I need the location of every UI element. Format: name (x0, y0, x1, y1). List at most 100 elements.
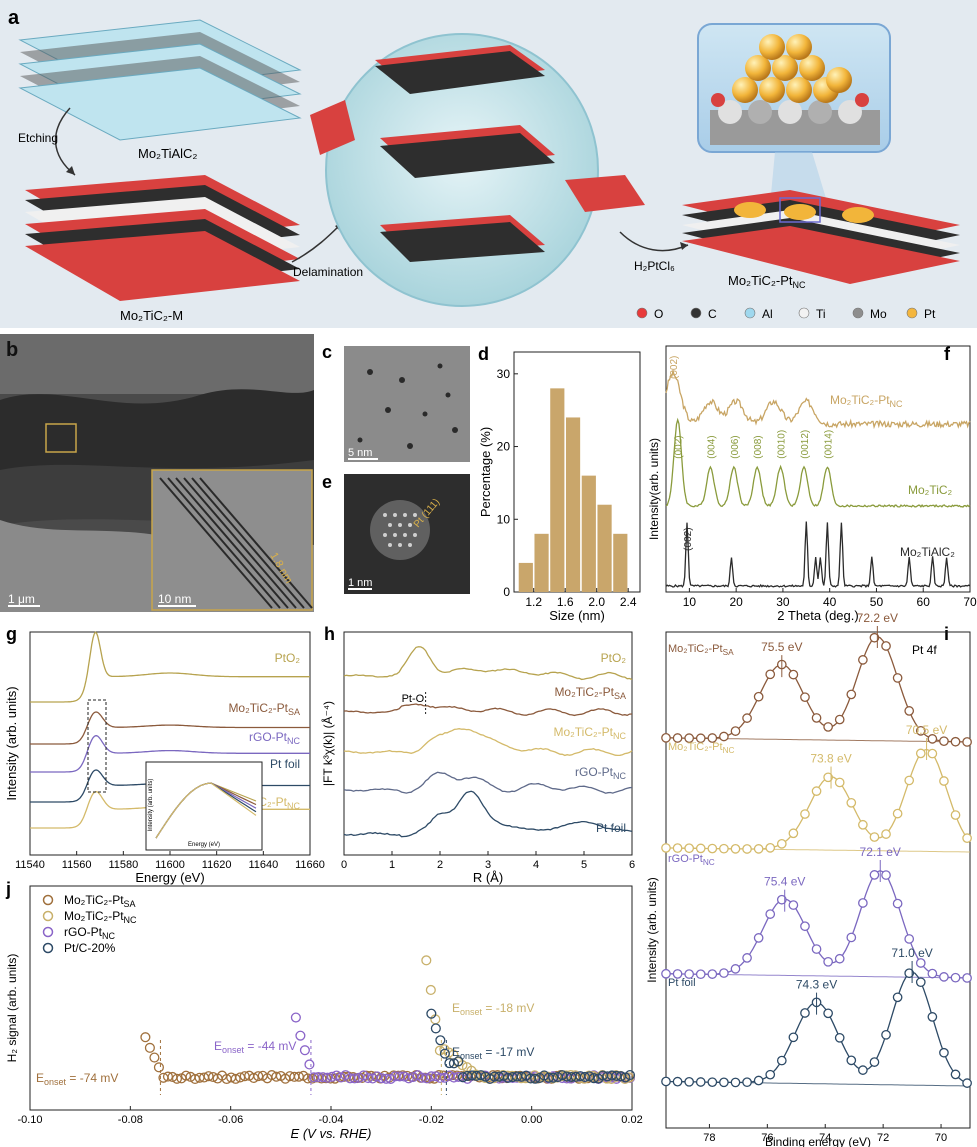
h2-signal-point (588, 1073, 599, 1084)
y-tick-label: 30 (497, 367, 511, 381)
xps-point (858, 898, 868, 908)
exafs-trace-1 (343, 703, 633, 717)
h2-signal-point (295, 1030, 306, 1041)
y-tick-label: 20 (497, 440, 511, 454)
histogram-bar (534, 533, 549, 592)
chart-j: Eonset = -74 mV Eonset = -18 mV Eonset = -… (5, 885, 643, 1141)
xps-point (661, 1076, 671, 1087)
chart-h-frame (343, 631, 633, 856)
xps-point (823, 772, 833, 783)
x-tick-label: 2.4 (620, 595, 637, 609)
xps-point (950, 810, 961, 820)
h2-signal-point (253, 1071, 264, 1082)
xps-point (927, 734, 938, 744)
xps-point (904, 706, 915, 716)
xps-point (661, 732, 671, 743)
xps-point (684, 843, 695, 854)
x-axis-label: Energy (eV) (135, 870, 204, 885)
hrtem-lattice-fringes (159, 477, 313, 609)
xrd-trace-1 (665, 417, 971, 508)
panel-g-label: g (6, 624, 17, 644)
xps-point (742, 953, 752, 963)
panel-f-label: f (944, 344, 951, 364)
h2-signal-point (381, 1073, 392, 1084)
xps-point (719, 968, 729, 978)
histogram-bar (613, 533, 628, 592)
h2-signal-point (180, 1070, 192, 1081)
xps-point (707, 733, 718, 743)
series-label: Pt foil (596, 821, 626, 835)
scale-10nm: 10 nm (158, 592, 191, 606)
series-label: Mo₂TiC₂-PtSA (228, 701, 300, 717)
x-tick-label: 70 (935, 1132, 947, 1144)
xps-point (834, 714, 845, 725)
xanes-trace-1 (30, 711, 310, 745)
series-label: Mo₂TiAlC₂ (900, 545, 955, 559)
x-tick-label: -0.04 (318, 1114, 343, 1126)
legend-label: Pt/C-20% (64, 941, 116, 955)
h2-signal-point (140, 1032, 151, 1043)
xps-point (776, 838, 787, 849)
panel-j-label: j (5, 879, 11, 899)
x-tick-label: 1.2 (525, 595, 542, 609)
x-tick-label: 5 (581, 859, 587, 871)
panel-a-label: a (8, 7, 20, 29)
xps-point (788, 828, 799, 839)
xps-point (915, 726, 926, 736)
xps-point (823, 956, 833, 967)
xps-point (915, 958, 926, 968)
h2-signal-point (453, 1056, 464, 1067)
xps-point (962, 973, 972, 983)
xps-point (881, 870, 891, 880)
h2-signal-point (624, 1070, 636, 1081)
h2-signal-point (144, 1042, 155, 1053)
series-label: Mo₂TiC₂-PtSA (668, 643, 734, 657)
x-tick-label: 0.00 (521, 1114, 542, 1126)
xps-point (962, 1078, 972, 1088)
panel-b: b 1 μm 10 nm 1.8 nm (0, 334, 314, 612)
xps-point (661, 968, 671, 979)
onset-label: Eonset = -17 mV (452, 1045, 534, 1061)
h2-signal-point (230, 1073, 241, 1084)
x-axis-label: R (Å) (473, 870, 503, 885)
x-tick-label: 30 (776, 595, 790, 609)
xps-point (684, 733, 695, 743)
xps-point (927, 748, 938, 759)
xps-point (834, 1032, 845, 1043)
series-label: Mo₂TiC₂ (908, 483, 953, 497)
inset-highlight (87, 699, 107, 793)
xps-point (719, 1077, 729, 1088)
h2-signal-point (372, 1071, 383, 1082)
y-axis-label: Intensity (arb. units) (645, 877, 659, 982)
peak-label: (0010) (777, 430, 788, 459)
delamination-label: Delamination (293, 265, 363, 279)
xps-point (881, 1029, 891, 1040)
x-tick-label: 0 (341, 859, 347, 871)
h2-signal-point (304, 1059, 315, 1070)
peak-label: 74.3 eV (796, 978, 837, 992)
chart-d: 1.2 1.6 2.0 2.4 0 10 20 30 Size (nm) Percentage (… (478, 351, 641, 623)
peak-label: (008) (753, 435, 764, 458)
scale-5nm: 5 nm (348, 447, 372, 459)
series-label: rGO-PtNC (575, 765, 626, 781)
x-axis-label: E (V vs. RHE) (291, 1126, 372, 1141)
xps-point (788, 900, 799, 910)
x-tick-label: 72 (877, 1132, 889, 1144)
panel-e: e Pt (111) 1 nm (322, 472, 470, 594)
x-tick-label: 2.0 (588, 595, 605, 609)
h2ptcl6-label: H₂PtCl₆ (634, 259, 675, 273)
legend-marker-icon (42, 894, 54, 906)
x-tick-label: 60 (917, 595, 931, 609)
onset-label: Eonset = -74 mV (36, 1071, 118, 1087)
xps-point (962, 737, 972, 747)
h2-signal-point (530, 1073, 541, 1084)
xps-point (869, 870, 880, 880)
peak-label: 75.5 eV (761, 640, 802, 654)
peak-label: (004) (706, 435, 717, 458)
xps-point (753, 933, 764, 943)
legend-atom-label: Mo (870, 307, 887, 321)
legend-atom-label: O (654, 307, 663, 321)
xps-point (927, 968, 938, 979)
h2-signal-point (435, 1035, 446, 1046)
dispersed-flakes (310, 45, 645, 262)
